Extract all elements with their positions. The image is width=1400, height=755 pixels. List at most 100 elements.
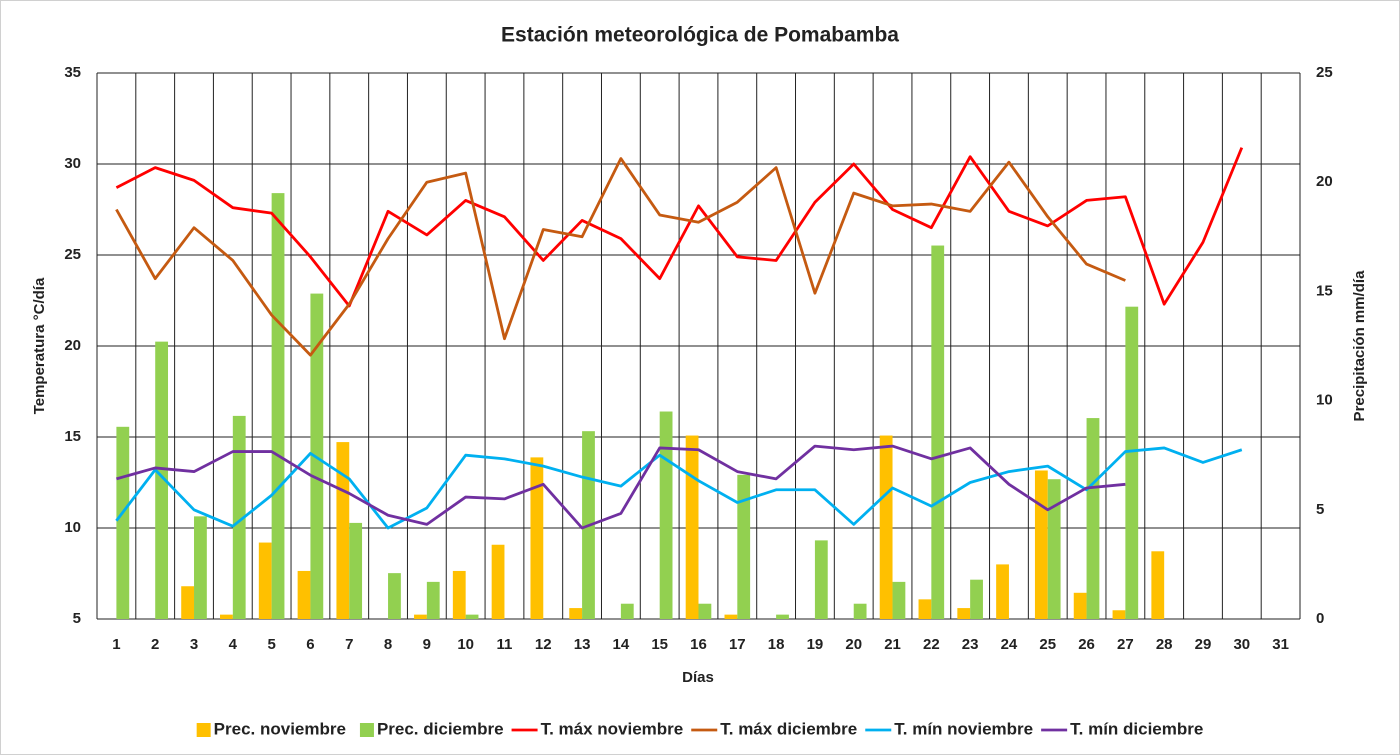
legend-label: T. mín diciembre [1070, 719, 1203, 738]
x-tick-label: 15 [651, 636, 668, 653]
y-tick-label: 20 [64, 337, 81, 354]
y2-tick-label: 20 [1316, 173, 1333, 190]
x-tick-label: 31 [1272, 636, 1289, 653]
line [115, 446, 1243, 530]
bar [116, 426, 130, 619]
legend-swatch [359, 723, 374, 737]
x-tick-label: 2 [151, 636, 159, 653]
bar [1086, 418, 1100, 619]
x-tick-label: 10 [457, 636, 474, 653]
x-tick-label: 17 [729, 636, 746, 653]
bar [349, 522, 363, 619]
x-tick-label: 14 [613, 636, 630, 653]
x-tick-label: 12 [535, 636, 552, 653]
y-tick-label: 35 [64, 64, 81, 81]
bar [1073, 592, 1087, 619]
y-tick-label: 10 [64, 519, 81, 536]
x-tick-label: 24 [1001, 636, 1018, 653]
bar [271, 193, 285, 619]
y2-tick-label: 15 [1316, 282, 1333, 299]
bar [220, 614, 233, 619]
bar [258, 542, 272, 619]
line [116, 444, 1126, 530]
bar [892, 581, 906, 619]
grid [96, 72, 1301, 620]
bar [297, 570, 311, 619]
x-tick-label: 11 [497, 636, 513, 653]
x-tick-label: 1 [112, 636, 120, 653]
bar [853, 603, 867, 619]
bar [931, 245, 945, 619]
chart-title: Estación meteorológica de Pomabamba [501, 24, 899, 47]
bar [465, 614, 479, 619]
y-tick-label: 25 [64, 246, 81, 263]
x-tick-label: 30 [1233, 636, 1250, 653]
x-tick-label: 25 [1039, 636, 1056, 653]
x-tick-label: 4 [229, 636, 238, 653]
x-axis-title: Días [682, 669, 714, 686]
bar [452, 570, 466, 619]
y-axis-title: Temperatura °C/día [31, 277, 48, 414]
bar [426, 581, 440, 619]
y2-tick-label: 25 [1316, 64, 1333, 81]
bar [1112, 610, 1126, 619]
y2-tick-label: 10 [1316, 392, 1333, 409]
legend-label: T. máx diciembre [720, 719, 857, 738]
bar [232, 415, 246, 619]
y-tick-label: 30 [64, 155, 81, 172]
legend-swatch [196, 723, 211, 737]
bar [1034, 470, 1048, 619]
bar [569, 608, 583, 619]
x-tick-label: 19 [807, 636, 824, 653]
bar [1151, 551, 1165, 619]
x-tick-label: 9 [423, 636, 431, 653]
y-tick-label: 5 [73, 610, 81, 627]
bar [530, 457, 544, 619]
x-tick-label: 22 [923, 636, 940, 653]
legend-label: T. máx noviembre [541, 719, 684, 738]
bar [181, 586, 195, 619]
bar [685, 435, 699, 619]
bar [620, 603, 634, 619]
line [115, 147, 1244, 308]
bar [737, 474, 751, 619]
y-tick-label: 15 [64, 428, 81, 445]
bar [957, 608, 971, 619]
x-tick-label: 20 [845, 636, 862, 653]
bar [659, 411, 673, 619]
bar [1125, 306, 1139, 619]
line [115, 157, 1126, 357]
legend: Prec. noviembre Prec. diciembre T. máx nov… [196, 719, 1203, 738]
bar [1047, 479, 1061, 619]
x-tick-label: 13 [574, 636, 591, 653]
y2-axis-title: Precipitación mm/día [1351, 270, 1368, 422]
legend-label: Prec. noviembre [214, 719, 346, 738]
x-tick-label: 3 [190, 636, 198, 653]
bar [155, 341, 169, 619]
bar [918, 599, 932, 619]
bar [388, 573, 401, 619]
bar [194, 516, 207, 619]
legend-label: Prec. diciembre [377, 719, 504, 738]
bar [879, 435, 893, 619]
x-tick-label: 5 [267, 636, 275, 653]
legend-label: T. mín noviembre [894, 719, 1033, 738]
bar [414, 614, 427, 619]
x-tick-label: 27 [1117, 636, 1134, 653]
x-tick-label: 7 [345, 636, 353, 653]
x-tick-label: 6 [306, 636, 314, 653]
bar [724, 614, 738, 619]
bar [491, 544, 505, 619]
x-tick-label: 29 [1195, 636, 1212, 653]
bar [698, 603, 712, 619]
y2-tick-label: 0 [1316, 610, 1324, 627]
x-tick-label: 26 [1078, 636, 1095, 653]
x-tick-label: 28 [1156, 636, 1173, 653]
bar [814, 540, 828, 619]
x-tick-label: 8 [384, 636, 392, 653]
y2-tick-label: 5 [1316, 501, 1324, 518]
bar [336, 442, 350, 619]
x-tick-label: 16 [690, 636, 707, 653]
